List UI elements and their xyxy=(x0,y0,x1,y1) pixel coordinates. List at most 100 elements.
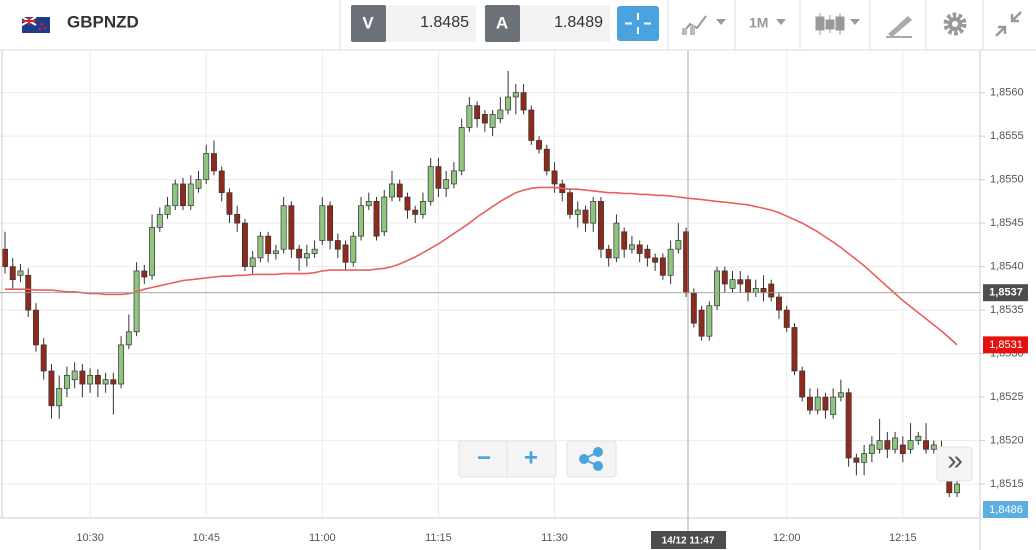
candle-body xyxy=(551,170,558,185)
candle-body xyxy=(954,483,960,494)
candle-body xyxy=(690,292,697,324)
candle-body xyxy=(745,279,751,294)
candle-body xyxy=(17,270,24,276)
candle-body xyxy=(497,109,504,120)
candle-body xyxy=(652,257,659,263)
candle-body xyxy=(892,437,899,450)
candle-body xyxy=(110,379,117,385)
candle-body xyxy=(381,196,388,233)
candle-body xyxy=(156,214,163,228)
candle-body xyxy=(868,444,875,454)
timeframe[interactable]: 1M xyxy=(749,15,768,31)
candle-body xyxy=(435,166,442,189)
scroll-right-button[interactable] xyxy=(936,446,973,482)
candle-body xyxy=(837,392,844,398)
candle-body xyxy=(40,344,47,372)
candle-body xyxy=(226,192,233,215)
candle-body xyxy=(79,370,86,385)
collapse-button[interactable] xyxy=(995,11,1022,37)
candle-body xyxy=(450,170,457,185)
candle-body xyxy=(768,283,775,298)
share-button[interactable] xyxy=(566,440,617,478)
candle-body xyxy=(481,114,488,124)
x-tick-label: 11:15 xyxy=(425,532,452,544)
candle-body xyxy=(373,201,380,237)
candle-body xyxy=(33,309,39,346)
candle-body xyxy=(845,392,852,459)
x-tick-label: 11:00 xyxy=(309,532,336,544)
candle-body xyxy=(241,222,248,267)
candle-body xyxy=(636,244,643,254)
candle-body xyxy=(420,201,426,215)
candle-body xyxy=(303,253,310,259)
candle-body xyxy=(218,170,225,194)
candle-body xyxy=(365,201,372,207)
crosshair-time-box xyxy=(651,531,726,549)
ask-price: 1.8489 xyxy=(554,14,603,31)
candle-body xyxy=(63,374,70,389)
candle-body xyxy=(211,153,217,172)
candle-body xyxy=(257,235,264,259)
moving-average-line xyxy=(5,186,958,346)
candle-body xyxy=(621,231,628,250)
candle-body xyxy=(412,209,419,215)
candle-body xyxy=(187,183,194,207)
candle-body xyxy=(443,179,450,189)
flag-icon xyxy=(21,16,50,33)
zoom-in[interactable]: + xyxy=(524,444,538,471)
candle-body xyxy=(358,205,364,237)
candle-body xyxy=(87,374,94,385)
candle-body xyxy=(791,327,798,372)
bid-box xyxy=(386,5,476,42)
candle-body xyxy=(814,396,821,411)
candle-body xyxy=(249,257,256,267)
candle-body xyxy=(737,279,744,285)
candle-body xyxy=(923,440,929,450)
grid xyxy=(0,50,980,518)
candle-body xyxy=(930,444,937,450)
candle-body xyxy=(907,440,914,450)
y-tick-label: 1,8550 xyxy=(990,174,1024,186)
settings-button[interactable] xyxy=(943,12,967,36)
candles xyxy=(2,70,960,498)
candle-body xyxy=(644,248,651,259)
candle-body xyxy=(590,201,597,224)
chart-type-button[interactable] xyxy=(681,15,726,35)
candle-style-button[interactable] xyxy=(815,13,860,35)
candle-body xyxy=(319,205,326,241)
candle-body xyxy=(582,209,589,224)
y-tick-label: 1,8525 xyxy=(990,391,1024,403)
candle-body xyxy=(505,96,512,111)
candle-body xyxy=(899,444,906,454)
candle-body xyxy=(9,266,16,281)
crosshair-button[interactable] xyxy=(617,6,659,41)
candle-body xyxy=(141,270,148,278)
draw-button[interactable] xyxy=(886,16,912,38)
crosshair-price-label: 1,8537 xyxy=(989,287,1023,299)
candle-body xyxy=(776,296,782,311)
y-tick-label: 1,8520 xyxy=(990,434,1024,446)
candle-body xyxy=(118,344,125,385)
bid-label: V xyxy=(362,13,374,32)
candle-body xyxy=(311,248,318,254)
candle-body xyxy=(466,105,473,128)
y-tick-label: 1,8555 xyxy=(990,130,1024,142)
candle-body xyxy=(861,453,868,463)
zoom-out[interactable]: − xyxy=(477,444,491,471)
candle-body xyxy=(729,279,736,289)
candle-body xyxy=(520,92,527,111)
candle-body xyxy=(389,183,395,198)
y-tick-label: 1,8540 xyxy=(990,261,1024,273)
candle-body xyxy=(195,179,202,189)
x-tick-label: 10:45 xyxy=(192,532,220,544)
y-tick-label: 1,8560 xyxy=(990,87,1024,99)
ask-box xyxy=(520,5,610,42)
candle-body xyxy=(876,440,883,450)
ask-button[interactable] xyxy=(485,5,520,42)
bid-button[interactable] xyxy=(351,5,386,42)
candle-body xyxy=(2,248,8,267)
candle-body xyxy=(489,114,496,128)
candle-body xyxy=(272,250,279,254)
x-tick-label: 12:00 xyxy=(773,532,801,544)
candle-body xyxy=(536,140,542,150)
